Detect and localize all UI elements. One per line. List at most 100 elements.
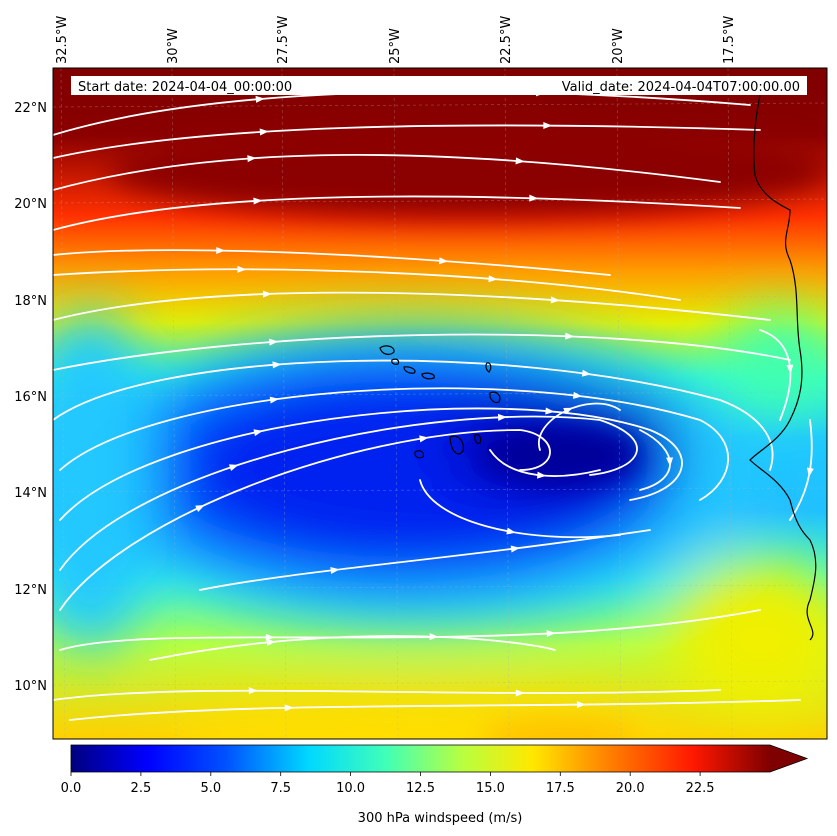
colorbar-tick-label: 22.5 [686,781,715,796]
lon-tick-label: 30°W [166,28,181,64]
lat-tick-label: 14°N [14,486,47,501]
colorbar-ticks: 0.0 2.5 5.0 7.5 10.0 12.5 15.0 17.5 20.0 22.5 [61,772,715,796]
streamline-arrowhead [272,361,282,369]
island-fogo [414,450,425,459]
meridian-line [60,68,66,739]
streamline-arrowhead [259,128,269,136]
streamline-arrowhead [488,275,498,283]
island-sao-vicente [391,358,400,365]
lat-tick-label: 16°N [14,390,47,405]
lat-tick-label: 12°N [14,583,47,598]
streamline-arrowhead [546,630,556,638]
streamline-arrowheads [195,89,814,712]
colorbar-label: 300 hPa windspeed (m/s) [358,811,523,826]
lon-tick-label: 27.5°W [276,16,291,64]
colorbar-tick-label: 2.5 [131,781,152,796]
streamline-arrowhead [269,396,280,404]
colorbar-tick-label: 15.0 [476,781,505,796]
streamline-arrowhead [565,332,575,340]
lat-tick-label: 22°N [14,101,47,116]
lon-tick-label: 22.5°W [499,16,514,64]
streamline-arrowhead [248,687,258,695]
island-boa-vista [489,391,501,404]
graticule [53,68,827,739]
streamline-arrowhead [806,467,814,477]
streamline-arrowhead [195,504,205,512]
lon-tick-label: 32.5°W [55,16,70,64]
streamline-arrowhead [247,155,257,163]
streamline-arrowhead [543,122,553,130]
colorbar-tick-label: 0.0 [61,781,82,796]
streamline-arrowhead [253,429,264,437]
streamline-arrowhead [419,435,429,443]
streamline-arrowhead [216,247,226,255]
streamline-arrowhead [506,527,516,535]
colorbar-tick-label: 7.5 [270,781,291,796]
colorbar: 0.0 2.5 5.0 7.5 10.0 12.5 15.0 17.5 20.0 22.5 300… [61,744,809,826]
streamline-arrowhead [265,633,275,641]
streamline-arrowhead [572,391,583,399]
streamline-arrowhead [581,369,592,377]
streamline-arrowhead [786,364,794,374]
island-santiago [449,435,464,455]
colorbar-tick-label: 12.5 [406,781,435,796]
island-maio [474,433,482,445]
lon-tick-label: 20°W [611,28,626,64]
colorbar-tick-label: 5.0 [200,781,221,796]
streamline-arrowhead [576,701,586,709]
streamline-arrowhead [237,265,247,273]
colorbar-tick-label: 17.5 [546,781,575,796]
streamline-arrowhead [545,407,555,415]
colorbar-gradient [71,745,770,772]
colorbar-extend-max-arrow [770,745,807,772]
streamline-arrowhead [515,157,525,165]
streamline-arrowhead [550,296,560,304]
lat-tick-label: 10°N [14,679,47,694]
streamline-arrowhead [497,413,508,421]
streamline-arrowhead [666,457,674,467]
island-sal [485,362,492,373]
streamline-arrowhead [284,704,294,712]
coastlines [379,94,817,641]
meridian-line [393,68,399,739]
lon-tick-label: 17.5°W [722,16,737,64]
island-santa-luzia [421,372,435,380]
streamline-arrowhead [228,464,239,472]
island-sao-nicolau [403,366,416,374]
streamline-arrowhead [429,633,439,641]
colorbar-tick-label: 10.0 [336,781,365,796]
streamline-arrowhead [515,689,525,697]
wind-streamlines [53,90,813,721]
streamline-arrowhead [330,567,340,574]
latitude-tick-labels: 22°N 20°N 18°N 16°N 14°N 12°N 10°N [14,101,47,694]
map-frame [52,67,828,740]
colorbar-outline [70,744,809,773]
streamline-arrowhead [255,95,265,103]
lat-tick-label: 18°N [14,294,47,309]
windspeed-field [53,68,827,739]
start-date-label: Start date: 2024-04-04_00:00:00 [78,80,292,95]
streamline-arrowhead [563,407,573,415]
meridian-line [281,68,287,739]
info-box [71,76,807,95]
streamline-arrowhead [510,545,521,553]
streamline-arrowhead [269,338,279,346]
lon-tick-label: 25°W [388,28,403,64]
island-santo-antao [379,345,395,355]
lat-tick-label: 20°N [14,197,47,212]
valid-date-label: Valid_date: 2024-04-04T07:00:00.00 [562,80,800,95]
meridian-line [616,68,622,739]
meridian-line [504,68,510,739]
streamline-arrowhead [537,471,547,479]
meridian-line [171,68,177,739]
streamline-arrowhead [438,257,449,265]
coastline-west-africa [749,94,817,641]
streamline-arrowhead [529,194,539,202]
streamline-arrowhead [262,290,273,298]
meridian-line [727,68,733,739]
longitude-tick-labels: 32.5°W 30°W 27.5°W 25°W 22.5°W 20°W 17.5°W [55,16,737,64]
streamline-arrowhead [253,197,263,205]
colorbar-tick-label: 20.0 [616,781,645,796]
streamline-arrowhead [266,639,276,646]
